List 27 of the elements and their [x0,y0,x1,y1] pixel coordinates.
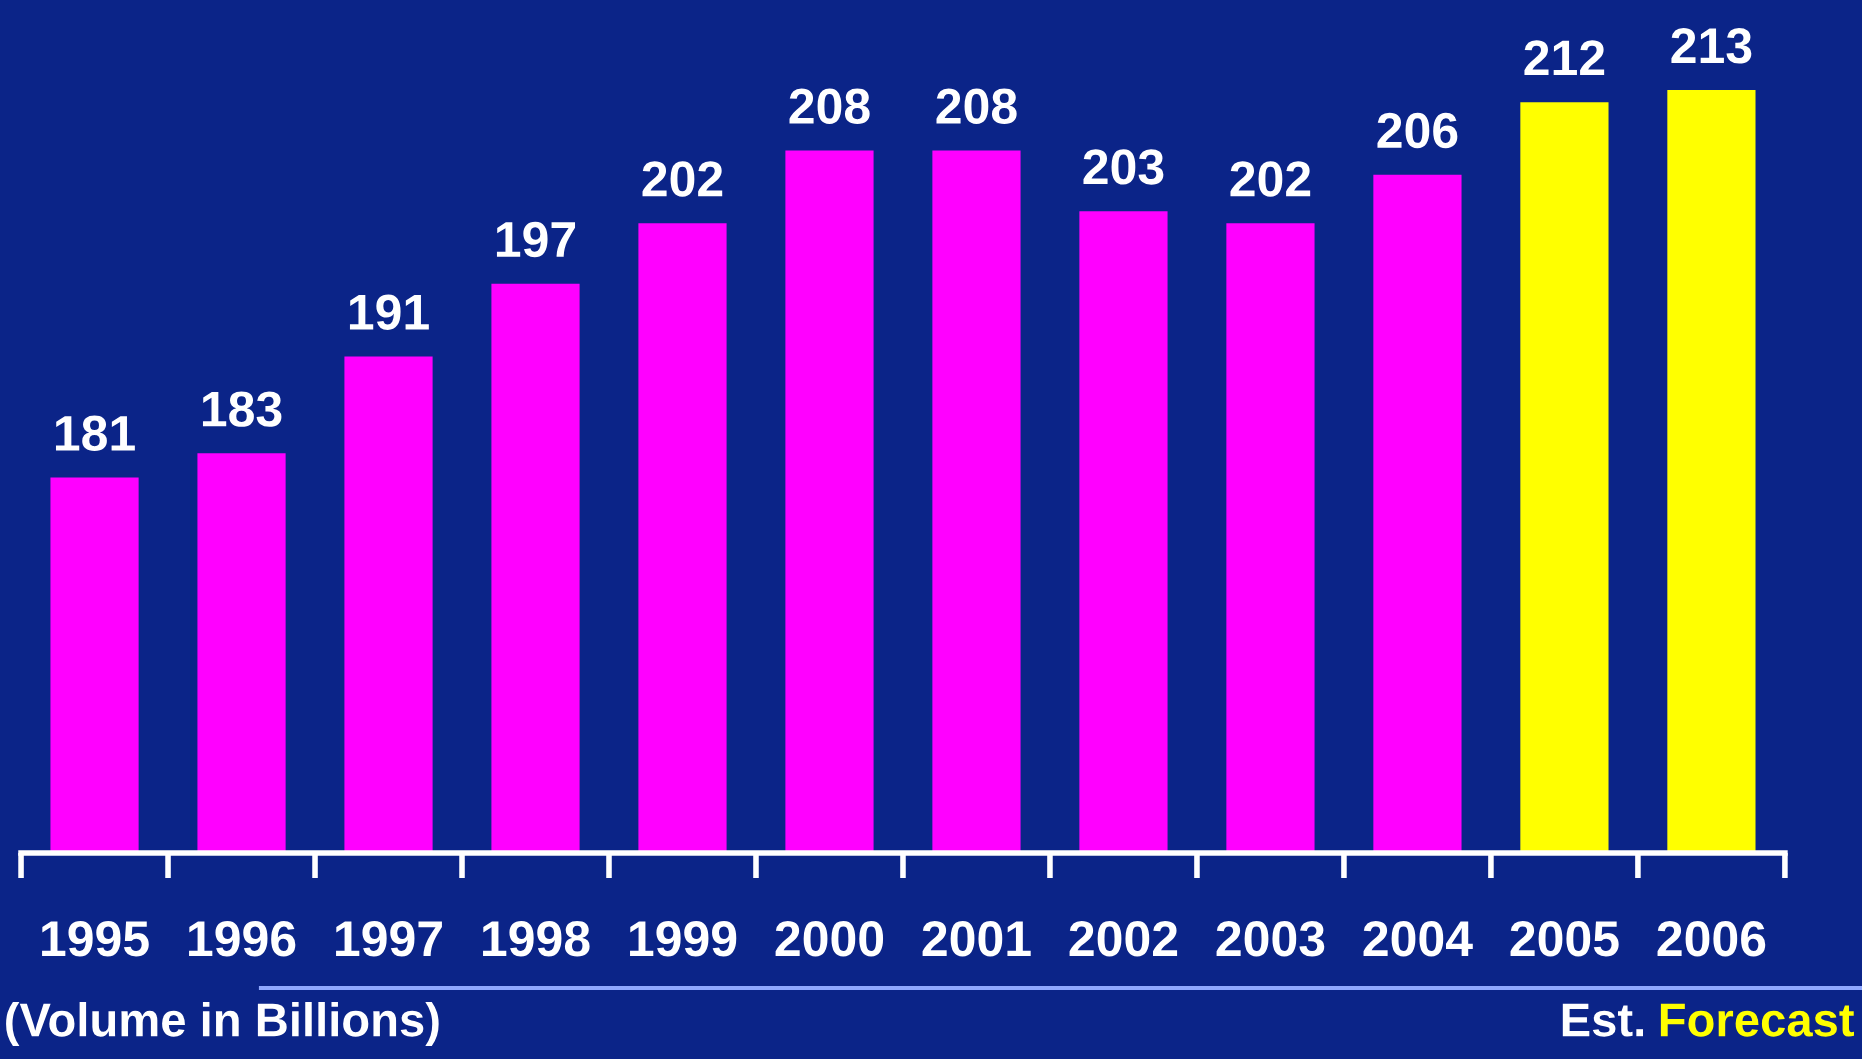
x-tick-label: 2005 [1510,921,1619,957]
x-tick-label: 2001 [922,921,1031,957]
text: Est. [1562,1003,1644,1037]
x-tick-label: 2004 [1363,921,1473,957]
data-label: 183 [202,391,282,427]
data-label: 203 [1083,149,1164,185]
x-tick-label: 1999 [630,921,737,957]
data-label: 208 [789,88,870,125]
x-tick-label: 1995 [42,921,149,957]
x-tick-label: 2002 [1069,921,1178,957]
data-label: 206 [1377,112,1458,149]
data-label: 212 [1524,40,1605,76]
x-tick-label: 2000 [775,921,884,957]
data-label: 213 [1671,28,1752,64]
data-label: 197 [496,221,576,258]
x-tick-label: 1997 [336,921,442,957]
x-tick-label: 1996 [189,921,296,957]
data-label: 202 [1230,161,1311,197]
data-label: 208 [936,88,1017,125]
text: Forecast [1660,1003,1854,1037]
x-tick-label: 2003 [1216,921,1325,957]
x-tick-label: 2006 [1657,921,1766,957]
data-label: 181 [55,415,135,452]
x-tick-label: 1998 [483,921,590,957]
data-label: 202 [642,161,723,197]
text: (Volume in Billions) [6,1001,439,1047]
data-label: 191 [349,294,429,330]
